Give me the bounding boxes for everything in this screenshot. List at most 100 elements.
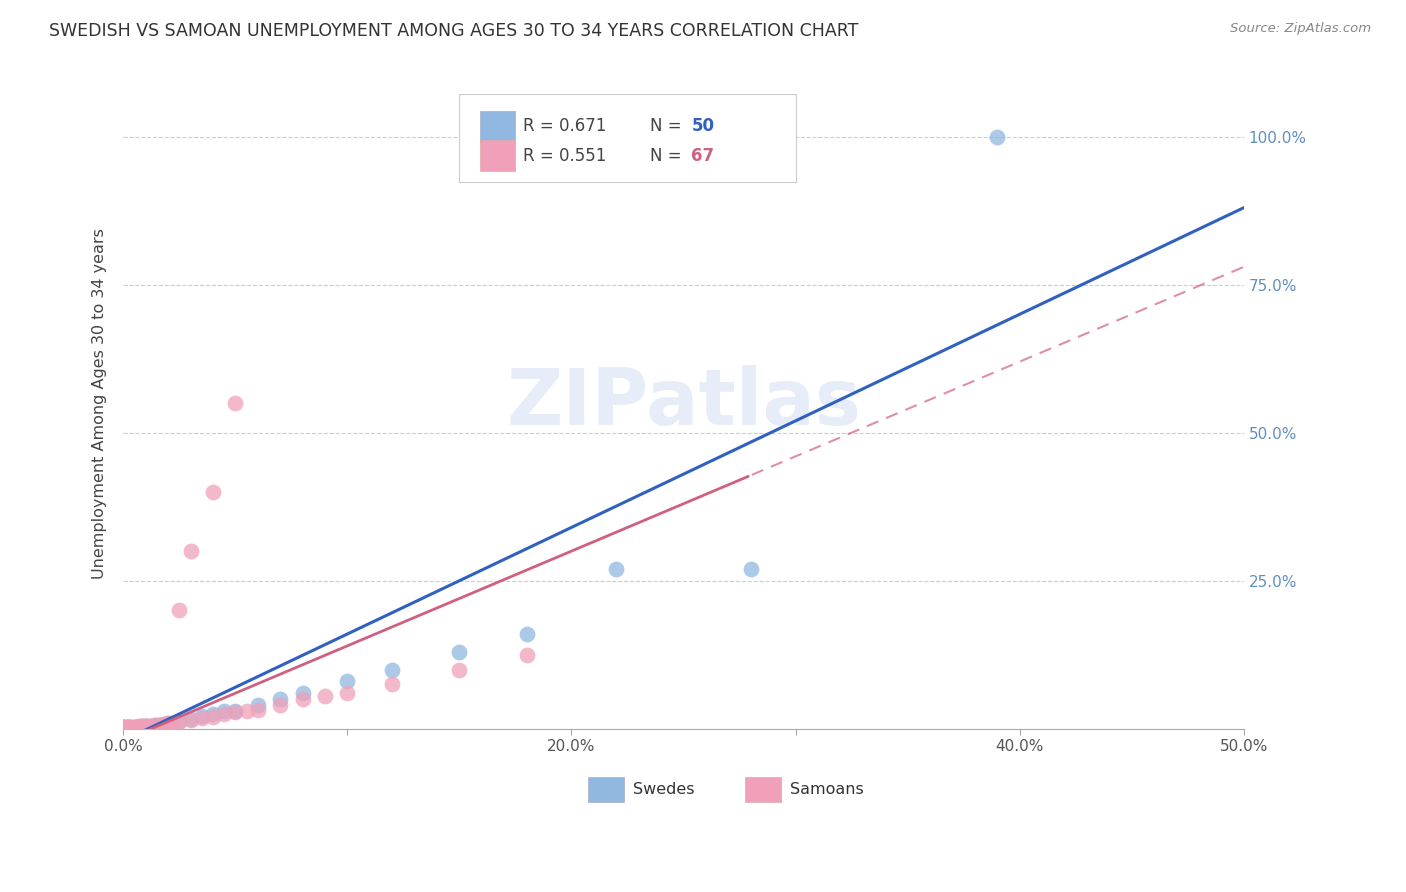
Point xyxy=(121,721,143,735)
Text: SWEDISH VS SAMOAN UNEMPLOYMENT AMONG AGES 30 TO 34 YEARS CORRELATION CHART: SWEDISH VS SAMOAN UNEMPLOYMENT AMONG AGE… xyxy=(49,22,859,40)
Point xyxy=(201,706,224,721)
Point xyxy=(117,721,139,735)
Point xyxy=(224,396,246,410)
Point xyxy=(314,689,336,703)
Point xyxy=(112,720,135,734)
Point xyxy=(180,713,202,727)
Point xyxy=(605,562,627,576)
Point xyxy=(201,710,224,724)
Point xyxy=(135,719,157,733)
Point xyxy=(114,721,136,735)
Point xyxy=(117,721,139,735)
Point xyxy=(143,718,166,732)
Point xyxy=(112,722,135,736)
Point xyxy=(112,721,135,735)
Point xyxy=(129,719,152,733)
Point xyxy=(180,712,202,726)
Point xyxy=(124,720,146,734)
Point xyxy=(112,721,135,735)
Point xyxy=(112,721,135,735)
Point xyxy=(114,721,136,735)
Point xyxy=(112,722,135,736)
Point xyxy=(121,721,143,735)
Point xyxy=(112,721,135,735)
Point xyxy=(269,698,291,712)
Point xyxy=(114,720,136,734)
Point xyxy=(117,721,139,735)
Text: Swedes: Swedes xyxy=(633,781,695,797)
Point xyxy=(112,720,135,734)
Point xyxy=(139,719,162,733)
Point xyxy=(132,719,155,733)
Point xyxy=(117,720,139,734)
Point xyxy=(112,721,135,735)
Point xyxy=(114,721,136,735)
Point xyxy=(125,720,148,734)
Point xyxy=(190,708,212,723)
Point xyxy=(157,715,180,730)
Point xyxy=(118,720,141,734)
Point xyxy=(125,721,148,735)
Point xyxy=(381,677,404,691)
Point xyxy=(125,720,148,734)
Point xyxy=(148,717,170,731)
Point xyxy=(118,721,141,735)
Point xyxy=(117,721,139,735)
Point xyxy=(117,720,139,734)
Point xyxy=(148,717,170,731)
Point xyxy=(132,719,155,733)
Point xyxy=(169,714,191,729)
Bar xyxy=(479,111,516,142)
Point xyxy=(381,663,404,677)
Point xyxy=(124,720,146,734)
Point xyxy=(336,674,359,689)
Point xyxy=(235,704,257,718)
Point xyxy=(269,692,291,706)
Point xyxy=(121,721,143,735)
Point xyxy=(291,692,314,706)
Point xyxy=(740,562,762,576)
Point xyxy=(114,721,136,735)
Point xyxy=(117,721,139,735)
Point xyxy=(516,627,538,641)
Point xyxy=(336,686,359,700)
Text: R = 0.551: R = 0.551 xyxy=(523,146,606,165)
Text: Source: ZipAtlas.com: Source: ZipAtlas.com xyxy=(1230,22,1371,36)
Point xyxy=(112,721,135,735)
Point xyxy=(114,721,136,735)
Point xyxy=(143,718,166,732)
Point xyxy=(112,721,135,735)
Point xyxy=(449,663,471,677)
Point xyxy=(135,719,157,733)
Point xyxy=(112,722,135,736)
Point xyxy=(112,721,135,735)
Point xyxy=(449,645,471,659)
Point xyxy=(118,721,141,735)
Point xyxy=(112,720,135,734)
FancyBboxPatch shape xyxy=(460,94,796,182)
Point xyxy=(118,721,141,735)
Text: 50: 50 xyxy=(692,117,714,136)
Point xyxy=(118,721,141,735)
Text: N =: N = xyxy=(650,117,686,136)
Point xyxy=(114,720,136,734)
Point xyxy=(128,719,150,733)
Point xyxy=(246,703,269,717)
Point xyxy=(152,717,174,731)
Text: ZIPatlas: ZIPatlas xyxy=(506,365,860,441)
Point xyxy=(986,129,1008,144)
Point xyxy=(112,721,135,735)
Point xyxy=(190,711,212,725)
Point xyxy=(291,686,314,700)
Point xyxy=(129,720,152,734)
Text: N =: N = xyxy=(650,146,686,165)
Point xyxy=(125,720,148,734)
Point xyxy=(117,720,139,734)
Point xyxy=(114,721,136,735)
Point xyxy=(169,714,191,728)
Point xyxy=(114,721,136,735)
Point xyxy=(152,717,174,731)
Point xyxy=(117,721,139,735)
Point xyxy=(121,721,143,735)
Text: R = 0.671: R = 0.671 xyxy=(523,117,606,136)
